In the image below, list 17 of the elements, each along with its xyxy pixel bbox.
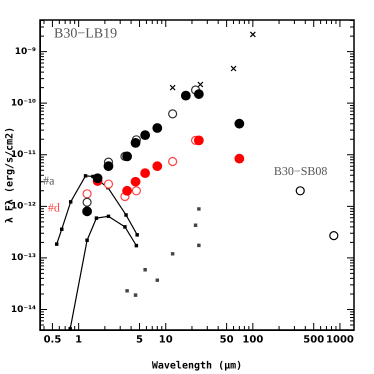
x-axis-title: Wavelength (μm) (152, 360, 242, 372)
y-tick-label: 10⁻⁹ (14, 46, 36, 57)
y-tick-label: 10⁻¹⁰ (10, 98, 36, 109)
annotation: #d (48, 200, 60, 214)
y-tick-label: 10⁻¹⁴ (10, 304, 36, 315)
text: B30−LB19 (54, 26, 118, 42)
annotation: B30−SB08 (274, 164, 328, 178)
x-tick-label: 1000 (326, 334, 354, 346)
x-tick-label: 100 (242, 334, 264, 346)
x-tick-label: 1 (75, 334, 82, 346)
y-tick-label: 10⁻¹³ (10, 253, 36, 264)
x-tick-label: 500 (303, 334, 324, 346)
annotation: #a (43, 173, 56, 188)
x-tick-label: 10 (158, 334, 173, 346)
x-tick-label: 5 (136, 334, 144, 346)
x-tick-label: 50 (220, 334, 234, 346)
x-tick-label: 0.5 (44, 334, 62, 346)
